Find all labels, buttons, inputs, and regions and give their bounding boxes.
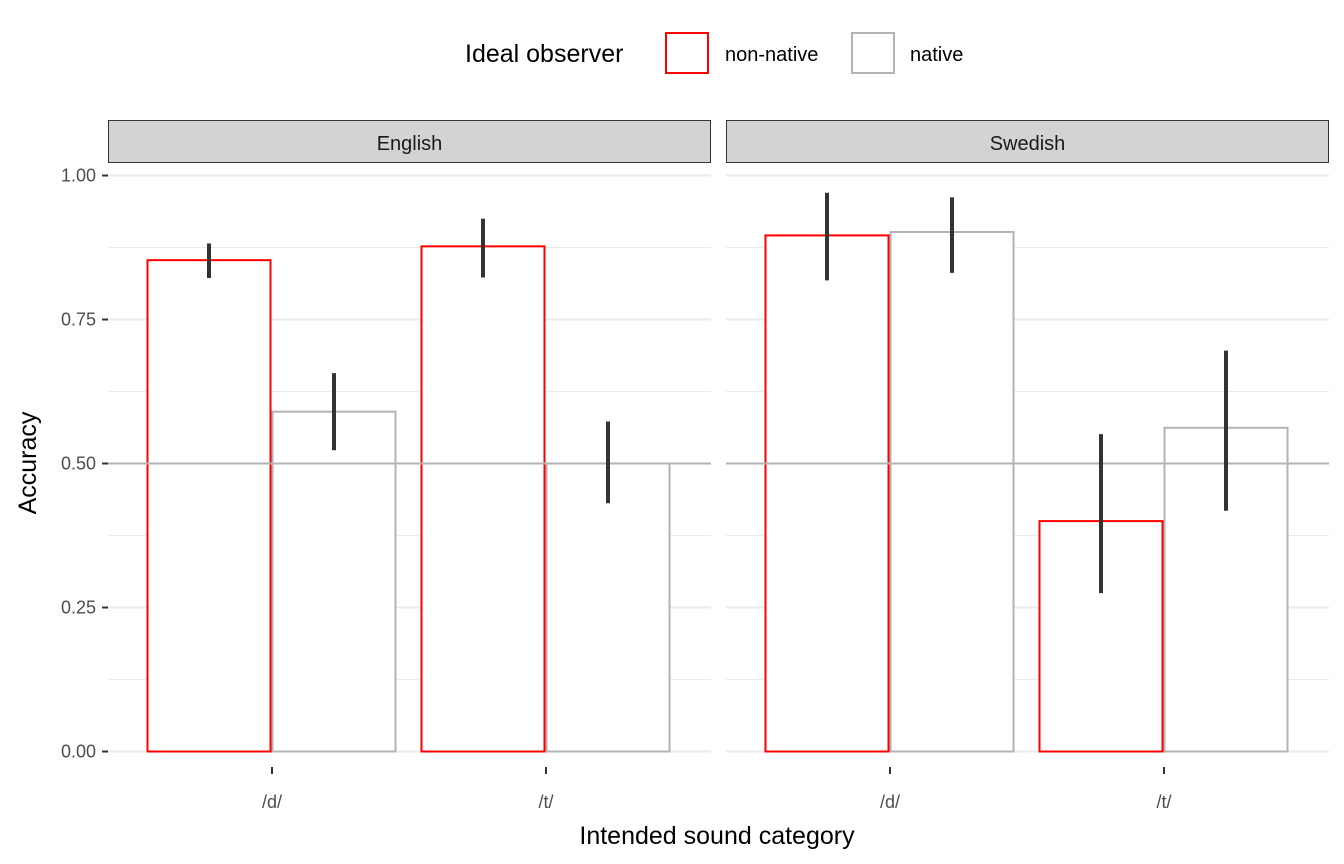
y-tick-label: 0.75	[61, 310, 96, 330]
legend-key-non-native	[665, 32, 709, 74]
x-tick-label: /d/	[262, 792, 282, 812]
y-axis-title: Accuracy	[14, 411, 42, 514]
x-tick-label: /d/	[880, 792, 900, 812]
bar-native-0	[889, 230, 1015, 753]
bar-native-1	[545, 462, 671, 753]
bar-non-native-1	[420, 245, 546, 753]
bar-non-native-0	[146, 259, 272, 753]
legend: Ideal observer non-native native	[465, 32, 963, 74]
y-tick-label: 0.50	[61, 454, 96, 474]
x-tick-label: /t/	[1156, 792, 1171, 812]
x-axis-title: Intended sound category	[579, 822, 855, 850]
y-axis: 0.00 0.25 0.50 0.75 1.00	[61, 166, 108, 762]
legend-key-native	[851, 32, 895, 74]
y-tick-label: 0.00	[61, 742, 96, 762]
strip-label-english: English	[377, 133, 443, 155]
bar-native-0	[271, 410, 397, 753]
bars-swedish	[726, 192, 1329, 753]
x-tick-label: /t/	[538, 792, 553, 812]
panel-english: English	[108, 120, 711, 753]
strip-swedish	[726, 120, 1329, 163]
y-tick-label: 1.00	[61, 166, 96, 186]
legend-title: Ideal observer	[465, 40, 623, 68]
bars-english	[108, 218, 711, 753]
panel-swedish: Swedish	[726, 120, 1329, 753]
strip-label-swedish: Swedish	[990, 133, 1066, 155]
bar-non-native-0	[764, 234, 890, 753]
x-axis: /d/ /t/ /d/ /t/	[262, 767, 1172, 812]
legend-label-native: native	[910, 44, 963, 66]
strip-english	[108, 120, 711, 163]
legend-label-non-native: non-native	[725, 44, 818, 66]
y-tick-label: 0.25	[61, 598, 96, 618]
